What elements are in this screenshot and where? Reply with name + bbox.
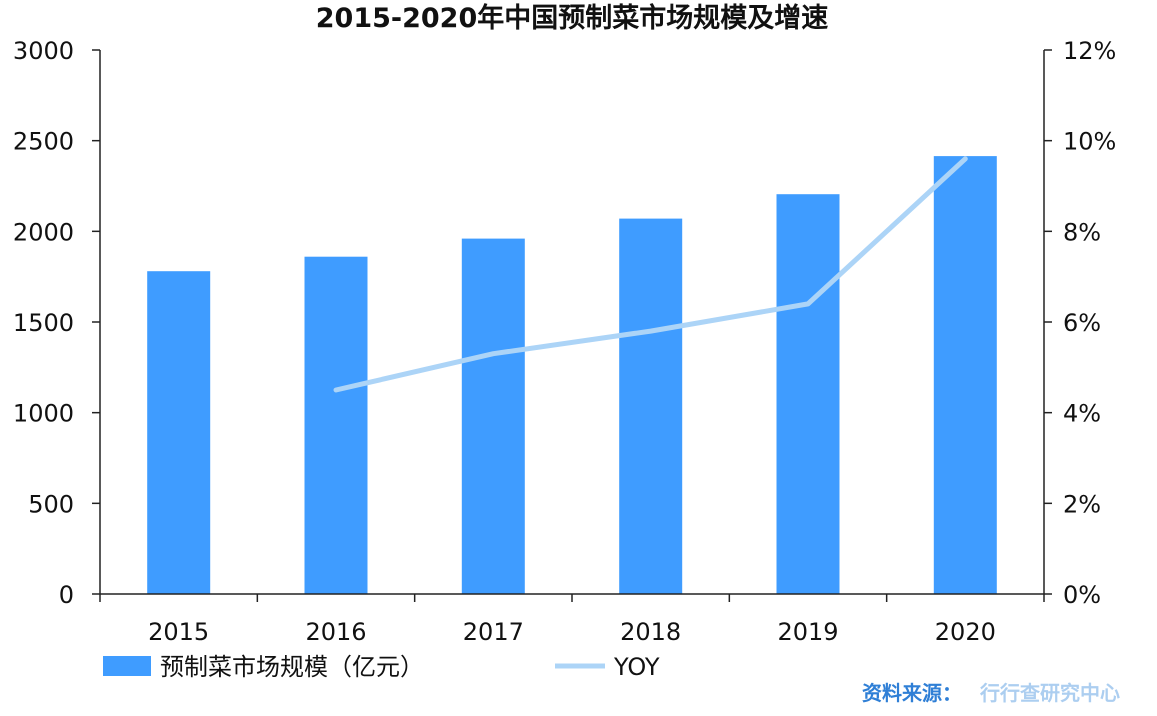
right-tick-label: 8%	[1063, 218, 1101, 246]
bar-2020	[933, 156, 997, 594]
x-tick-label: 2015	[148, 618, 209, 646]
yoy-line	[333, 156, 968, 393]
left-tick-label: 1000	[13, 400, 74, 428]
source-name: 行行查研究中心	[979, 681, 1120, 705]
bar-2015	[147, 271, 211, 594]
bar-2017	[461, 238, 525, 594]
x-tick-label: 2020	[935, 618, 996, 646]
right-tick-label: 0%	[1063, 581, 1101, 609]
bar-2019	[776, 194, 840, 594]
left-tick-label: 2500	[13, 128, 74, 156]
x-tick-label: 2019	[777, 618, 838, 646]
left-tick-label: 500	[28, 490, 74, 518]
left-tick-label: 3000	[13, 37, 74, 65]
axes: 0 500 1000 1500 2000 2500 3000 0% 2% 4% 6% 8% 10% 12%…	[13, 37, 1116, 646]
chart-title: 2015-2020年中国预制菜市场规模及增速	[316, 2, 829, 34]
bar-2018	[619, 218, 683, 594]
yoy-line-layer	[333, 156, 968, 393]
right-tick-label: 10%	[1063, 128, 1116, 156]
bars	[147, 156, 997, 594]
legend: 预制菜市场规模（亿元） YOY	[103, 653, 660, 681]
source-note: 资料来源： 行行查研究中心	[862, 681, 1120, 705]
right-tick-label: 12%	[1063, 37, 1116, 65]
legend-bar-label: 预制菜市场规模（亿元）	[160, 653, 424, 681]
left-tick-label: 1500	[13, 309, 74, 337]
bar-2016	[304, 256, 368, 594]
source-label: 资料来源：	[862, 681, 962, 705]
x-tick-label: 2016	[305, 618, 366, 646]
left-tick-label: 0	[59, 581, 74, 609]
right-tick-label: 6%	[1063, 309, 1101, 337]
legend-bar-swatch	[103, 656, 151, 676]
x-tick-label: 2017	[463, 618, 524, 646]
x-tick-label: 2018	[620, 618, 681, 646]
right-tick-label: 2%	[1063, 490, 1101, 518]
left-tick-label: 2000	[13, 218, 74, 246]
legend-line-label: YOY	[613, 653, 660, 681]
right-tick-label: 4%	[1063, 400, 1101, 428]
